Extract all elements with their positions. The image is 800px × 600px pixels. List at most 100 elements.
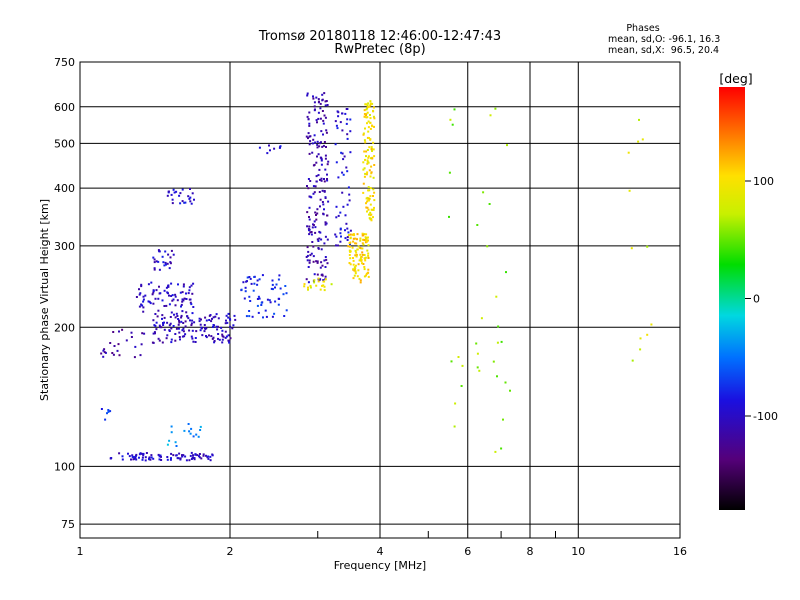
- data-point: [365, 116, 368, 119]
- data-point: [321, 284, 323, 287]
- data-point: [190, 451, 193, 454]
- data-point: [199, 329, 202, 332]
- colorbar-tick-label: -100: [753, 410, 778, 423]
- data-point: [315, 96, 318, 99]
- data-point: [320, 163, 323, 166]
- data-point: [366, 162, 369, 165]
- data-point: [630, 247, 633, 250]
- data-point: [356, 275, 359, 278]
- data-point: [189, 454, 192, 457]
- data-point: [181, 310, 184, 313]
- data-point: [268, 144, 270, 147]
- data-point: [349, 236, 352, 239]
- data-point: [320, 141, 322, 144]
- data-point: [217, 325, 219, 328]
- data-point: [265, 315, 268, 318]
- data-point: [339, 121, 342, 124]
- data-point: [194, 337, 197, 339]
- data-point: [369, 187, 372, 190]
- data-point: [308, 122, 311, 125]
- data-point: [169, 261, 172, 264]
- data-point: [353, 269, 356, 272]
- data-point: [157, 297, 160, 300]
- data-point: [152, 291, 155, 294]
- data-point: [453, 108, 456, 111]
- data-point: [118, 452, 121, 455]
- data-point: [225, 314, 228, 317]
- colorbar: [deg] 100 0 -100: [719, 71, 778, 510]
- data-point: [187, 423, 190, 425]
- data-point: [193, 457, 196, 460]
- y-tick-label: 750: [54, 56, 75, 69]
- data-point: [161, 317, 163, 320]
- data-point: [326, 238, 329, 241]
- data-point: [310, 233, 313, 236]
- data-point: [321, 274, 324, 277]
- data-point: [307, 187, 310, 190]
- data-point: [370, 171, 373, 174]
- data-point: [180, 320, 183, 323]
- data-point: [345, 108, 348, 110]
- data-point: [177, 323, 180, 326]
- data-point: [284, 285, 287, 287]
- data-point: [367, 239, 369, 242]
- data-point: [320, 156, 323, 159]
- data-point: [352, 240, 355, 243]
- data-point: [153, 261, 156, 264]
- data-point: [173, 191, 176, 194]
- data-point: [346, 118, 349, 121]
- data-point: [174, 316, 177, 319]
- data-point: [198, 456, 201, 459]
- data-point: [352, 263, 355, 266]
- data-point: [320, 177, 323, 180]
- data-point: [184, 455, 187, 458]
- data-point: [181, 188, 184, 191]
- data-point: [371, 208, 374, 211]
- data-point: [316, 261, 319, 264]
- data-point: [319, 288, 322, 291]
- data-point: [313, 134, 316, 137]
- data-point: [346, 133, 349, 136]
- data-point: [190, 324, 193, 327]
- data-point: [170, 193, 173, 196]
- data-point: [306, 92, 309, 95]
- data-point: [257, 295, 260, 298]
- data-point: [135, 453, 138, 456]
- data-point: [174, 304, 177, 307]
- data-point: [307, 266, 310, 268]
- data-point: [186, 315, 189, 318]
- data-point: [166, 458, 169, 461]
- data-point: [159, 292, 162, 295]
- data-point: [307, 118, 310, 121]
- data-point: [214, 315, 217, 318]
- colorbar-tick-label: 100: [753, 175, 774, 188]
- data-point: [152, 457, 155, 460]
- data-point: [312, 260, 315, 263]
- data-point: [364, 259, 367, 262]
- data-point: [363, 139, 366, 142]
- data-point: [161, 299, 164, 302]
- data-point: [354, 270, 357, 273]
- data-point: [373, 117, 376, 120]
- data-point: [207, 457, 210, 460]
- data-point: [324, 278, 327, 281]
- data-point: [365, 173, 368, 176]
- data-point: [107, 410, 110, 413]
- data-point: [190, 284, 193, 287]
- data-point: [285, 292, 288, 295]
- data-point: [172, 454, 175, 457]
- data-point: [243, 297, 246, 300]
- data-point: [224, 322, 227, 325]
- data-point: [356, 238, 358, 241]
- data-point: [142, 310, 145, 313]
- data-point: [322, 279, 325, 282]
- data-point: [365, 108, 368, 111]
- data-point: [368, 137, 370, 139]
- data-point: [361, 238, 364, 241]
- data-point: [170, 452, 173, 455]
- data-point: [309, 180, 312, 182]
- data-point: [368, 189, 371, 192]
- data-point: [227, 339, 230, 342]
- data-point: [337, 244, 339, 247]
- data-point: [319, 231, 322, 234]
